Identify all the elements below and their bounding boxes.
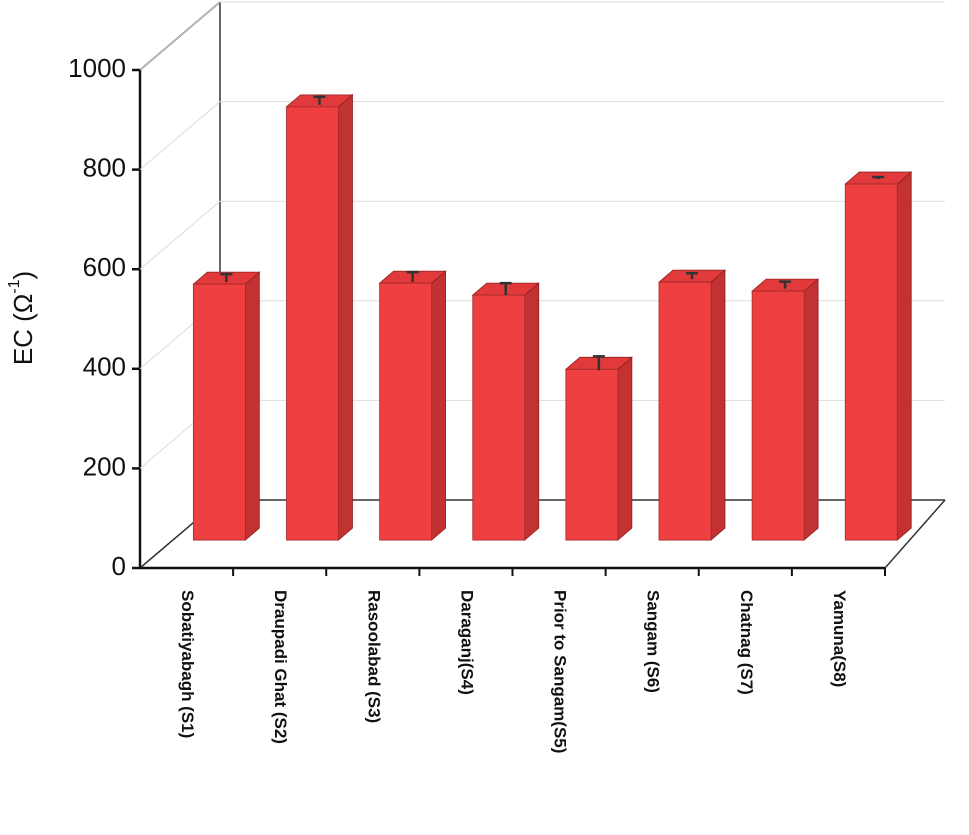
bar-side: [244, 271, 260, 541]
bar-side: [710, 269, 726, 541]
bar-side: [524, 282, 540, 541]
x-tick-label: Prior to Sangam(S5): [551, 590, 570, 753]
x-tick-label: Chatnag (S7): [737, 590, 756, 695]
y-tick-label: 1000: [68, 53, 126, 83]
frame: [138, 1, 946, 570]
grid-line: [139, 1, 221, 71]
bar-side: [803, 278, 819, 541]
bar-side: [338, 93, 353, 541]
bar: [472, 294, 526, 541]
y-tick-label: 600: [83, 252, 126, 282]
bar: [379, 282, 433, 541]
x-tick-label: Sangam (S6): [644, 590, 663, 693]
x-tick-label: Draupadi Ghat (S2): [271, 590, 290, 744]
bar-side: [617, 356, 633, 541]
y-tick-label: 800: [83, 152, 126, 182]
y-label-text: EC (Ω: [8, 294, 38, 365]
y-label-sup: -1: [6, 279, 23, 293]
bar-side: [896, 171, 912, 541]
x-tick-label: Sobatiyabagh (S1): [178, 590, 197, 738]
grid-line: [139, 200, 221, 270]
bar: [658, 281, 712, 541]
y-label-suffix: ): [8, 271, 38, 280]
bar: [192, 283, 246, 541]
bar-side: [431, 270, 447, 541]
x-tick-label: Daraganj(S4): [457, 590, 476, 695]
x-tick-label: Rasoolabad (S3): [364, 590, 383, 723]
floor-edge: [884, 499, 946, 569]
bar: [286, 106, 339, 541]
bar: [751, 290, 805, 541]
grid-line: [139, 101, 221, 170]
y-tick-label: 400: [83, 352, 126, 382]
y-axis-label: EC (Ω-1): [6, 271, 38, 365]
x-tick-label: Yamuna(S8): [830, 590, 849, 687]
bar: [844, 183, 898, 541]
y-tick-label: 0: [112, 551, 126, 581]
bar: [565, 368, 619, 541]
y-tick-label: 200: [83, 451, 126, 481]
